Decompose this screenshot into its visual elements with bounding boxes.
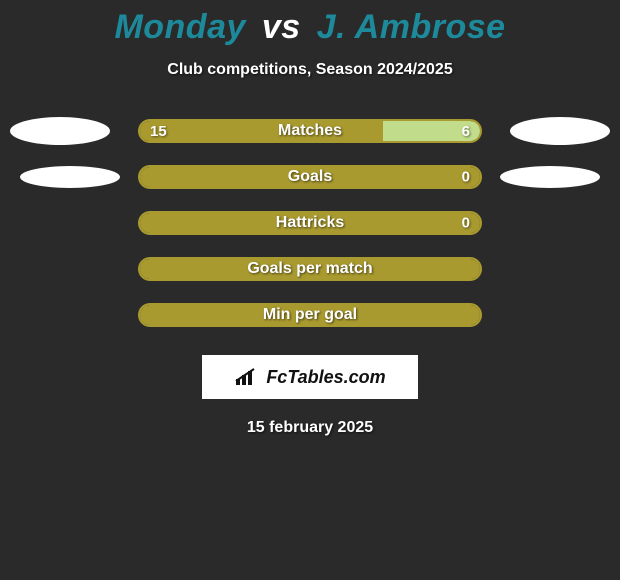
stat-bar: 0 Hattricks bbox=[138, 211, 482, 235]
ellipse-right bbox=[500, 166, 600, 188]
stat-value-left: 15 bbox=[150, 123, 167, 140]
stat-value-right: 0 bbox=[462, 215, 470, 232]
title-row: Monday vs J. Ambrose bbox=[114, 8, 505, 47]
stat-label: Min per goal bbox=[263, 306, 357, 324]
stat-row: 15 6 Matches bbox=[0, 119, 620, 143]
logo-box: FcTables.com bbox=[202, 355, 418, 399]
stat-row: Min per goal bbox=[0, 303, 620, 327]
bar-chart-icon bbox=[234, 367, 260, 387]
infographic-root: Monday vs J. Ambrose Club competitions, … bbox=[0, 0, 620, 437]
stat-label: Goals per match bbox=[247, 260, 372, 278]
stat-label: Matches bbox=[278, 122, 342, 140]
ellipse-right bbox=[510, 117, 610, 145]
ellipse-left bbox=[10, 117, 110, 145]
stat-value-right: 0 bbox=[462, 169, 470, 186]
stat-label: Goals bbox=[288, 168, 332, 186]
stat-value-right: 6 bbox=[462, 123, 470, 140]
stat-label: Hattricks bbox=[276, 214, 344, 232]
title-player1: Monday bbox=[114, 8, 245, 46]
stat-bar: Min per goal bbox=[138, 303, 482, 327]
stat-bar: Goals per match bbox=[138, 257, 482, 281]
stat-bar: 15 6 Matches bbox=[138, 119, 482, 143]
stat-row: 0 Goals bbox=[0, 165, 620, 189]
bar-segment-left: 15 bbox=[140, 121, 383, 141]
logo-text: FcTables.com bbox=[266, 367, 385, 388]
title-vs: vs bbox=[262, 8, 301, 46]
stat-row: 0 Hattricks bbox=[0, 211, 620, 235]
date: 15 february 2025 bbox=[247, 419, 373, 437]
stat-bar: 0 Goals bbox=[138, 165, 482, 189]
ellipse-left bbox=[20, 166, 120, 188]
subtitle: Club competitions, Season 2024/2025 bbox=[167, 61, 452, 79]
stat-row: Goals per match bbox=[0, 257, 620, 281]
stats-area: 15 6 Matches 0 Goals 0 Hattricks Goals per matc… bbox=[0, 119, 620, 327]
title-player2: J. Ambrose bbox=[317, 8, 506, 46]
bar-segment-right: 6 bbox=[383, 121, 480, 141]
